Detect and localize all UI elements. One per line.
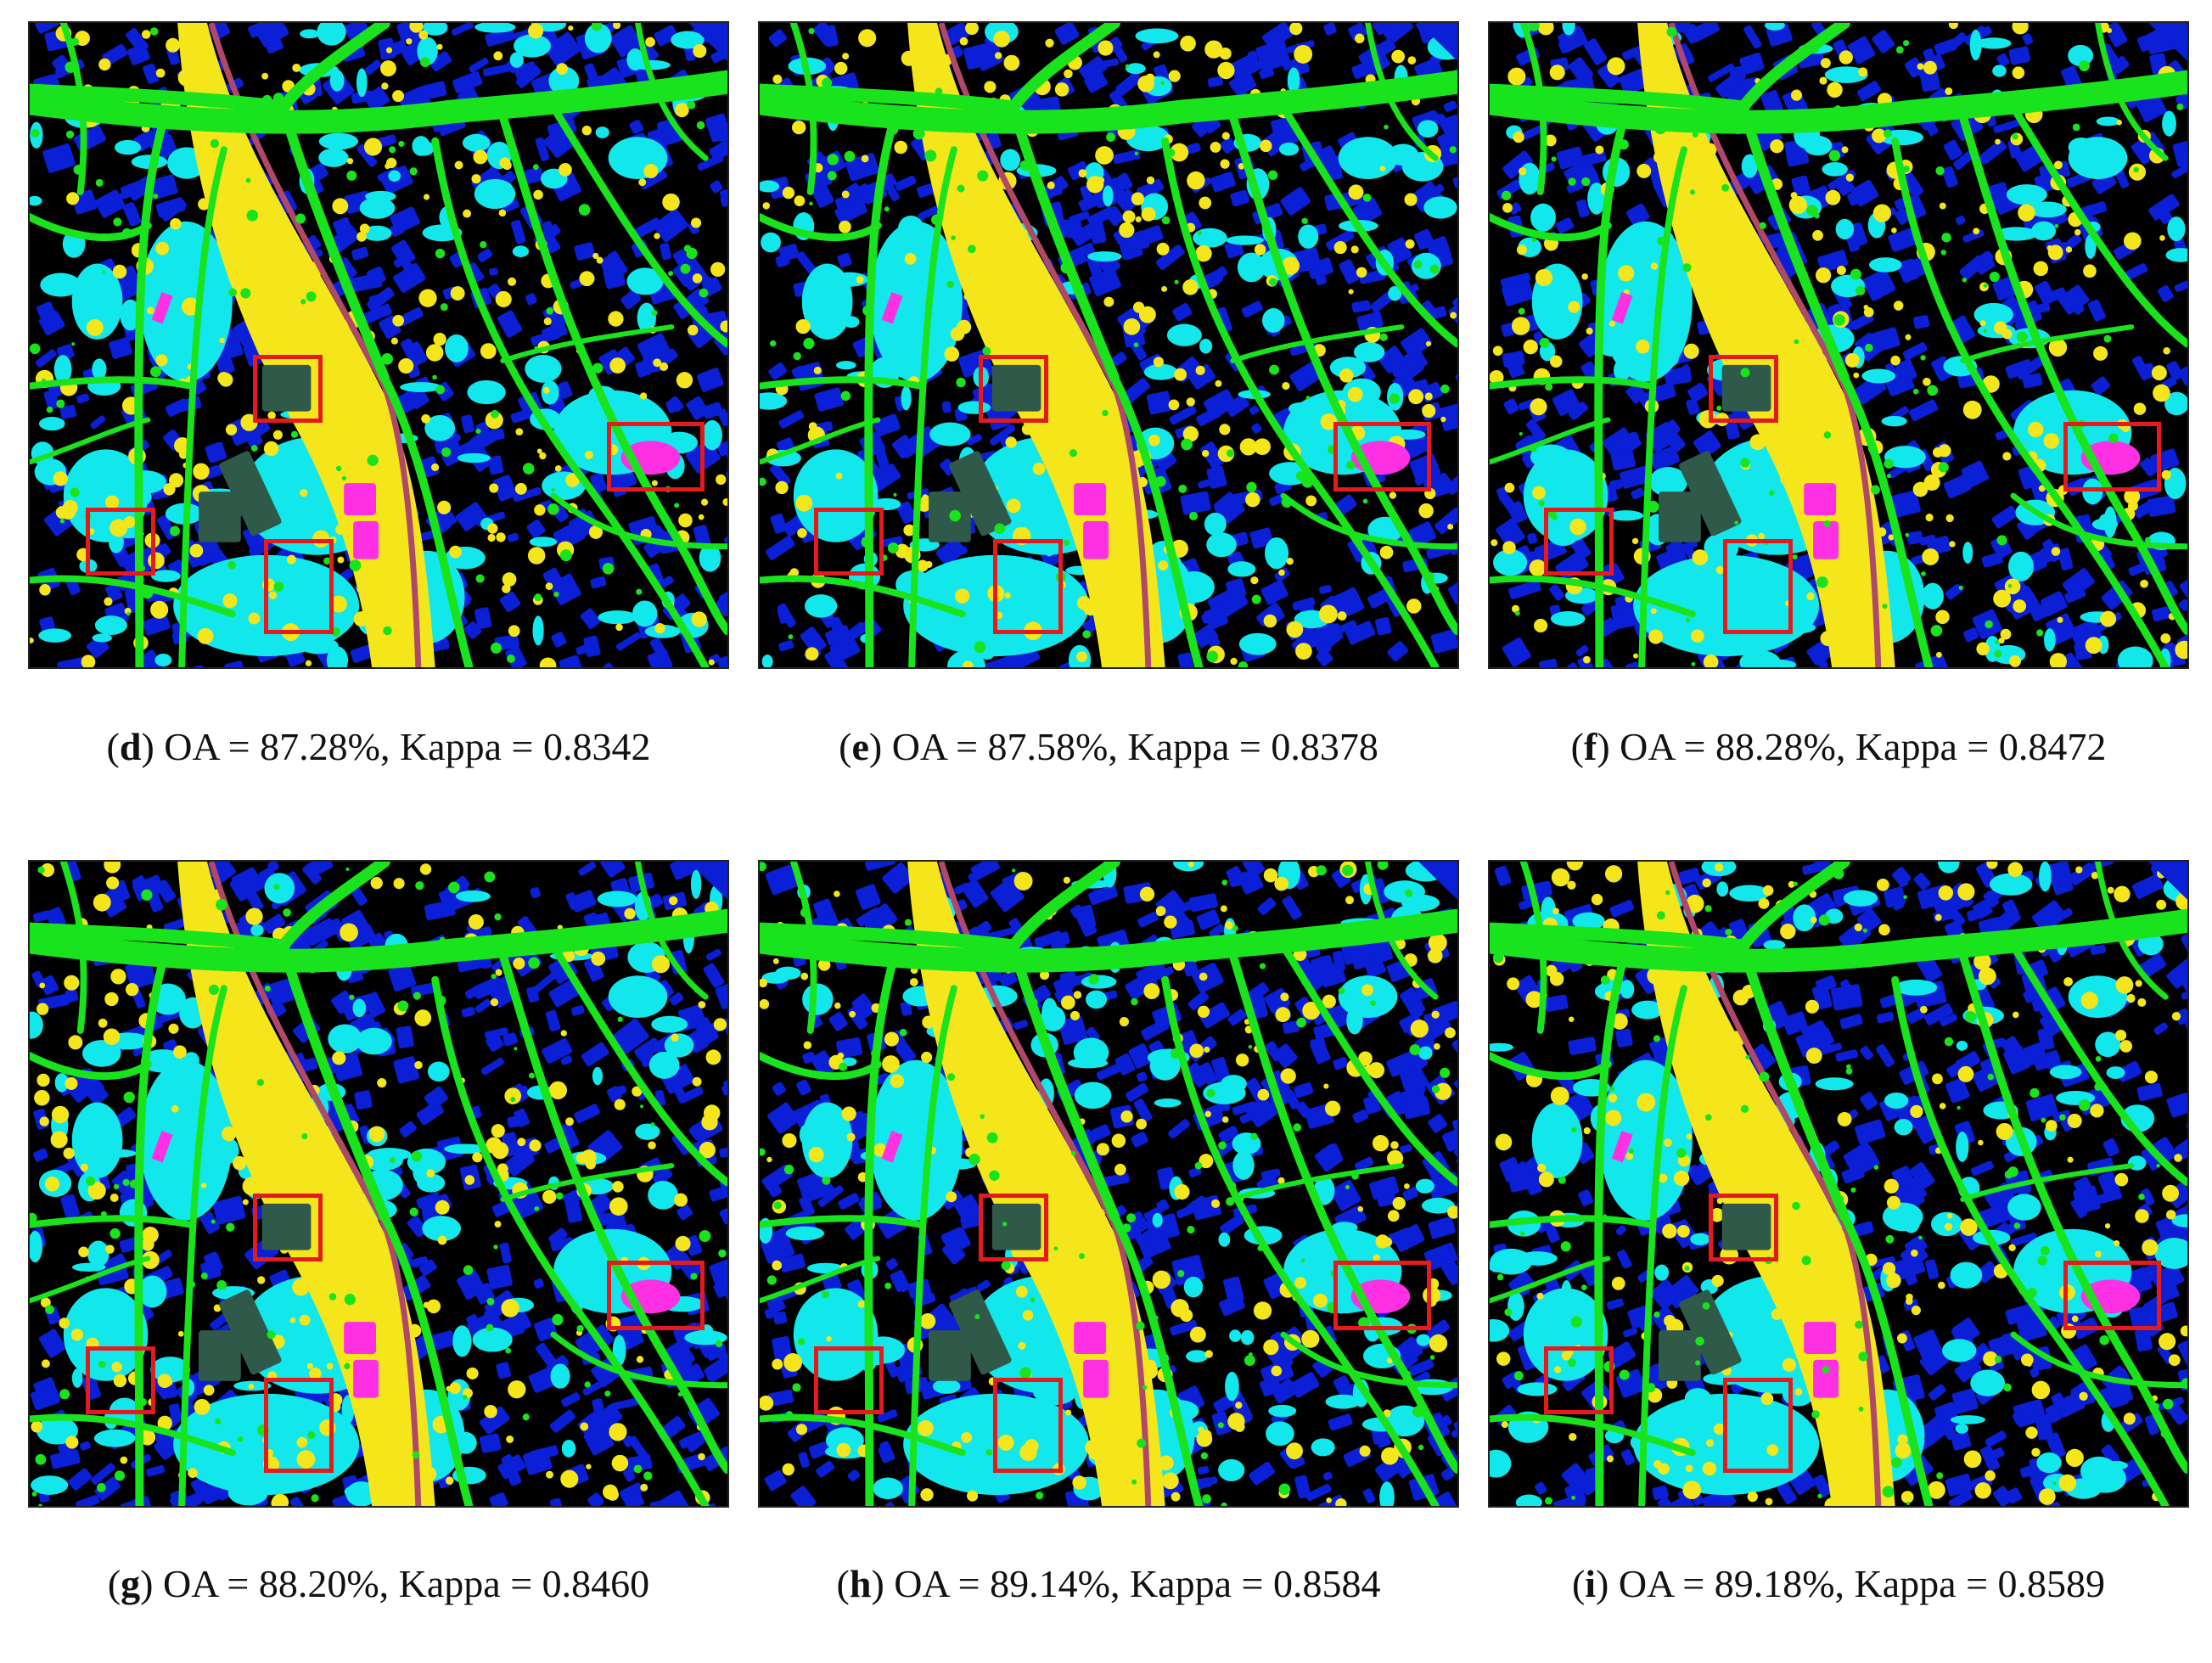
classification-map-panel-f: [1488, 21, 2189, 669]
panel-caption-f: (f) OA = 88.28%, Kappa = 0.8472: [1570, 725, 2107, 768]
panel-letter: f: [1584, 725, 1597, 768]
classification-map-image: [760, 862, 1457, 1506]
road-network: [1490, 23, 2187, 667]
magenta-class-regions: [151, 291, 681, 559]
magenta-class-regions: [881, 1130, 1411, 1398]
oa-value: 88.28%: [1715, 725, 1836, 768]
highlight-box-1: [979, 1194, 1048, 1261]
corner-building-region: [688, 23, 727, 61]
highlight-box-2: [814, 508, 884, 576]
highlight-box-4: [2063, 1261, 2161, 1330]
oa-value: 89.14%: [990, 1562, 1110, 1605]
highlight-box-3: [264, 1378, 334, 1473]
highlight-box-2: [1544, 1346, 1614, 1414]
magenta-class-regions: [881, 291, 1411, 559]
dark-green-class-regions: [199, 1203, 312, 1381]
kappa-value: 0.8378: [1271, 725, 1378, 768]
dark-green-class-regions: [1659, 364, 1771, 542]
classification-map-panel-e: [758, 21, 1459, 669]
highlight-box-1: [253, 355, 323, 423]
panel-caption-e: (e) OA = 87.58%, Kappa = 0.8378: [839, 725, 1378, 768]
corner-building-region: [2148, 862, 2187, 900]
kappa-value: 0.8460: [542, 1562, 650, 1605]
kappa-value: 0.8589: [1997, 1562, 2106, 1605]
panel-caption-i: (i) OA = 89.18%, Kappa = 0.8589: [1571, 1562, 2106, 1605]
kappa-value: 0.8342: [542, 725, 651, 768]
dark-green-class-regions: [1659, 1203, 1771, 1381]
highlight-box-1: [979, 355, 1048, 423]
panel-letter: e: [851, 725, 869, 768]
highlight-box-1: [1709, 355, 1778, 423]
classification-map-panel-i: [1488, 860, 2189, 1508]
highlight-box-2: [814, 1346, 884, 1414]
classification-map-image: [1490, 23, 2187, 667]
corner-building-region: [2148, 23, 2187, 61]
panel-caption-d: (d) OA = 87.28%, Kappa = 0.8342: [106, 725, 651, 768]
highlight-box-4: [2063, 422, 2161, 492]
kappa-value: 0.8584: [1272, 1562, 1381, 1605]
dark-green-class-regions: [929, 1203, 1041, 1381]
road-network: [760, 862, 1457, 1506]
highlight-box-4: [607, 1261, 705, 1330]
road-network: [30, 862, 727, 1506]
oa-value: 88.20%: [258, 1562, 379, 1605]
highlight-box-2: [86, 1346, 155, 1414]
panel-letter: g: [121, 1562, 141, 1605]
highlight-box-1: [1709, 1194, 1778, 1261]
panel-letter: h: [849, 1562, 872, 1605]
dark-green-class-regions: [929, 364, 1041, 542]
highlight-box-3: [993, 1378, 1063, 1473]
classification-map-image: [1490, 862, 2187, 1506]
highlight-box-3: [1723, 539, 1793, 634]
highlight-box-3: [264, 539, 334, 634]
oa-value: 87.58%: [987, 725, 1109, 768]
panel-caption-h: (h) OA = 89.14%, Kappa = 0.8584: [836, 1562, 1381, 1605]
highlight-box-4: [1333, 1261, 1431, 1330]
panel-letter: d: [119, 725, 142, 768]
oa-value: 87.28%: [260, 725, 380, 768]
highlight-box-4: [607, 422, 705, 492]
building-class-regions: [1496, 23, 2187, 667]
road-network: [30, 23, 727, 667]
highlight-box-3: [993, 539, 1063, 634]
highlight-box-1: [253, 1194, 323, 1261]
road-network: [1490, 862, 2187, 1506]
classification-map-image: [30, 862, 727, 1506]
classification-map-panel-h: [758, 860, 1459, 1508]
panel-letter: i: [1585, 1562, 1597, 1605]
oa-value: 89.18%: [1714, 1562, 1835, 1605]
highlight-box-2: [1544, 508, 1614, 576]
classification-map-image: [760, 23, 1457, 667]
highlight-box-3: [1723, 1378, 1793, 1473]
magenta-class-regions: [1611, 291, 2141, 559]
kappa-value: 0.8472: [1998, 725, 2107, 768]
dark-green-class-regions: [199, 364, 312, 542]
panel-caption-g: (g) OA = 88.20%, Kappa = 0.8460: [107, 1562, 650, 1605]
classification-map-panel-g: [28, 860, 729, 1508]
highlight-box-4: [1333, 422, 1431, 492]
highlight-box-2: [86, 508, 155, 576]
magenta-class-regions: [1611, 1130, 2141, 1398]
